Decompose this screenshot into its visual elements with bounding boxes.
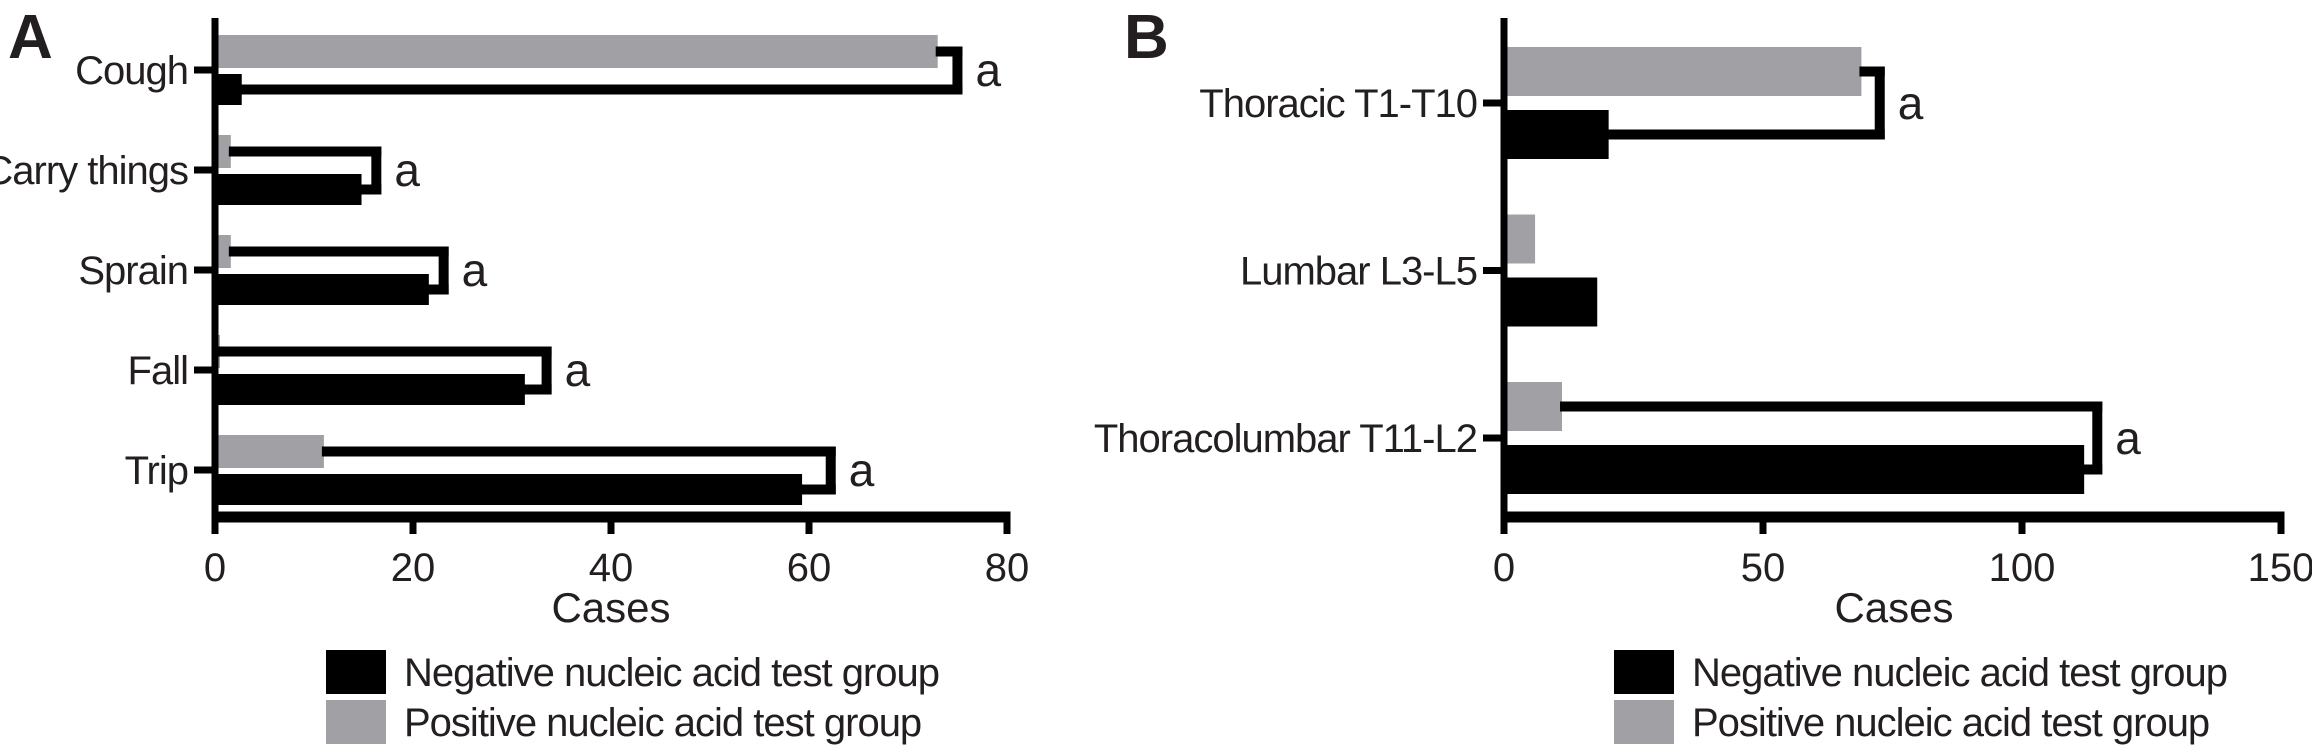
x-axis-tick [2277, 517, 2285, 534]
sig-bracket-vertical [2092, 401, 2103, 475]
category-tick [1483, 434, 1504, 442]
x-axis-tick [607, 517, 615, 534]
sig-bracket-top-leg [228, 246, 449, 257]
legend-swatch-negative [326, 650, 386, 694]
x-axis-tick-label: 60 [787, 546, 832, 590]
category-label: Thoracolumbar T11-L2 [1094, 417, 1477, 461]
sig-label: a [849, 444, 875, 496]
x-axis-tick-label: 80 [985, 546, 1030, 590]
sig-bracket-vertical [541, 346, 552, 395]
legend-swatch-positive [1614, 700, 1674, 744]
category-label: Thoracic T1-T10 [1199, 82, 1477, 126]
bar-negative [215, 274, 429, 305]
sig-bracket-bottom-leg [800, 484, 836, 495]
sig-bracket-top-leg [1560, 401, 2103, 412]
category-label: Carry things [0, 149, 188, 193]
sig-label: a [394, 144, 420, 196]
category-label: Cough [75, 49, 188, 93]
legend-label-negative: Negative nucleic acid test group [1692, 651, 2227, 695]
bar-negative [215, 74, 242, 105]
category-tick [194, 66, 215, 74]
bar-positive [215, 135, 231, 168]
x-axis-tick [1759, 517, 1767, 534]
panel-letter: A [8, 3, 53, 72]
y-axis-spine [1500, 18, 1508, 523]
x-axis-tick-label: 50 [1741, 546, 1786, 590]
bar-positive [1504, 214, 1536, 264]
sig-label: a [565, 344, 591, 396]
sig-bracket-vertical [952, 46, 963, 95]
legend-swatch-positive [326, 700, 386, 744]
x-axis-tick [1003, 517, 1011, 534]
sig-bracket-bottom-leg [2082, 464, 2103, 475]
x-axis-tick-label: 0 [204, 546, 226, 590]
sig-bracket-vertical [438, 246, 449, 295]
bar-positive [215, 435, 324, 468]
sig-label: a [462, 244, 488, 296]
legend-label-negative: Negative nucleic acid test group [404, 651, 939, 695]
bar-negative [215, 174, 362, 205]
x-axis-tick-label: 150 [2248, 546, 2312, 590]
x-axis-title: Cases [551, 584, 670, 631]
legend-label-positive: Positive nucleic acid test group [404, 701, 921, 745]
panel-a: a Cough a Carry things a Sprain a Fall a Trip 0 20 4… [0, 3, 1029, 745]
category-tick [194, 266, 215, 274]
category-tick [194, 366, 215, 374]
legend-swatch-negative [1614, 650, 1674, 694]
panel-letter: B [1124, 3, 1169, 72]
legend-label-positive: Positive nucleic acid test group [1692, 701, 2209, 745]
sig-bracket-bottom-leg [1606, 129, 1885, 140]
sig-bracket-top-leg [321, 446, 836, 457]
category-tick [194, 466, 215, 474]
bar-positive [1504, 382, 1563, 431]
x-axis-tick-label: 20 [391, 546, 436, 590]
sig-bracket-vertical [1874, 66, 1885, 140]
bar-positive [215, 35, 938, 68]
sig-bracket-top-leg [935, 46, 963, 57]
bar-positive [215, 235, 231, 268]
sig-bracket-bottom-leg [359, 184, 382, 195]
sig-label: a [975, 44, 1001, 96]
category-label: Trip [125, 449, 188, 493]
sig-label: a [2115, 412, 2141, 464]
sig-bracket-bottom-leg [239, 84, 963, 95]
sig-bracket-vertical [825, 446, 836, 495]
bar-negative [215, 474, 803, 505]
x-axis-tick [211, 517, 219, 534]
x-axis-line [1500, 511, 2285, 523]
sig-bracket-top-leg [228, 146, 382, 157]
bar-negative [215, 374, 525, 405]
panel-b: a Thoracic T1-T10 Lumbar L3-L5 a Thoracolumb… [1094, 3, 2312, 745]
x-axis-title: Cases [1834, 584, 1953, 631]
x-axis-tick [409, 517, 417, 534]
x-axis-tick-label: 100 [1989, 546, 2056, 590]
category-label: Sprain [78, 249, 188, 293]
bar-negative [1504, 110, 1609, 159]
x-axis-tick-label: 40 [589, 546, 634, 590]
sig-bracket-bottom-leg [522, 384, 552, 395]
category-label: Fall [128, 349, 188, 393]
sig-bracket-bottom-leg [426, 284, 449, 295]
sig-bracket-vertical [371, 146, 382, 195]
category-label: Lumbar L3-L5 [1240, 250, 1477, 294]
sig-bracket-top-leg [217, 346, 552, 357]
bar-negative [1504, 445, 2085, 494]
category-tick [194, 166, 215, 174]
bar-positive [1504, 47, 1862, 96]
category-tick [1483, 99, 1504, 107]
sig-bracket-top-leg [1859, 66, 1885, 77]
sig-label: a [1898, 77, 1924, 129]
category-tick [1483, 267, 1504, 274]
x-axis-tick [2018, 517, 2026, 534]
x-axis-tick-label: 0 [1493, 546, 1515, 590]
x-axis-tick [805, 517, 813, 534]
y-axis-spine [211, 18, 219, 523]
x-axis-tick [1500, 517, 1508, 534]
bar-negative [1504, 277, 1598, 327]
